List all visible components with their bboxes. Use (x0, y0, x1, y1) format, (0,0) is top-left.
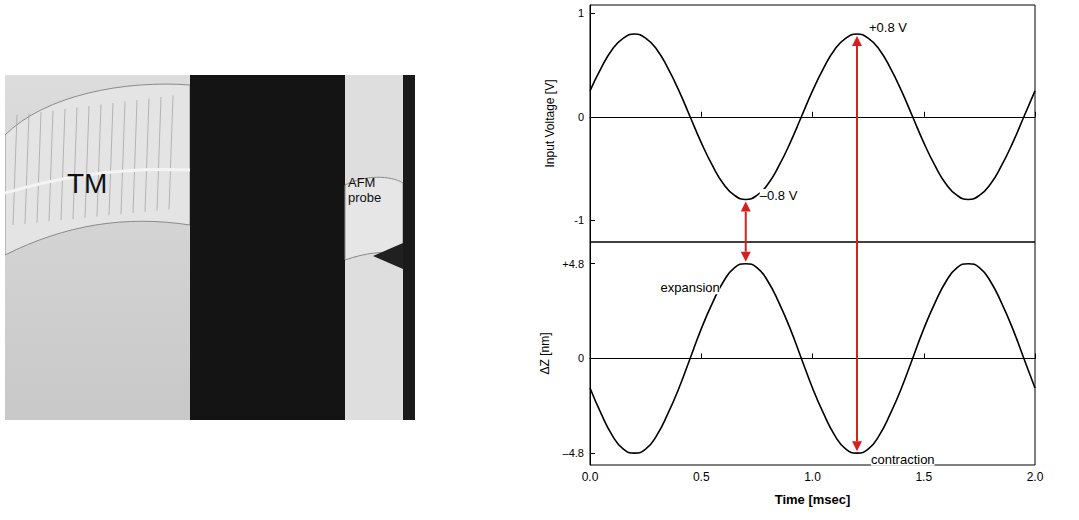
svg-text:0.0: 0.0 (582, 470, 599, 484)
svg-text:-1: -1 (574, 214, 584, 226)
svg-text:+0.8 V: +0.8 V (869, 20, 907, 35)
svg-text:Time [msec]: Time [msec] (775, 492, 851, 507)
svg-text:+4.8: +4.8 (562, 258, 584, 270)
svg-text:AFMprobe: AFMprobe (348, 175, 381, 205)
svg-text:0.5: 0.5 (693, 470, 710, 484)
svg-text:0: 0 (578, 111, 584, 123)
svg-text:0: 0 (578, 352, 584, 364)
svg-text:contraction: contraction (871, 452, 935, 467)
svg-text:2.0: 2.0 (1027, 470, 1044, 484)
svg-text:1.5: 1.5 (915, 470, 932, 484)
svg-text:TM: TM (67, 168, 107, 199)
svg-text:Input Voltage [V]: Input Voltage [V] (543, 79, 557, 167)
svg-text:ΔZ [nm]: ΔZ [nm] (538, 332, 552, 374)
svg-text:1: 1 (578, 7, 584, 19)
svg-text:expansion: expansion (660, 280, 719, 295)
svg-text:1.0: 1.0 (804, 470, 821, 484)
svg-text:–4.8: –4.8 (563, 447, 584, 459)
svg-text:–0.8 V: –0.8 V (760, 188, 798, 203)
